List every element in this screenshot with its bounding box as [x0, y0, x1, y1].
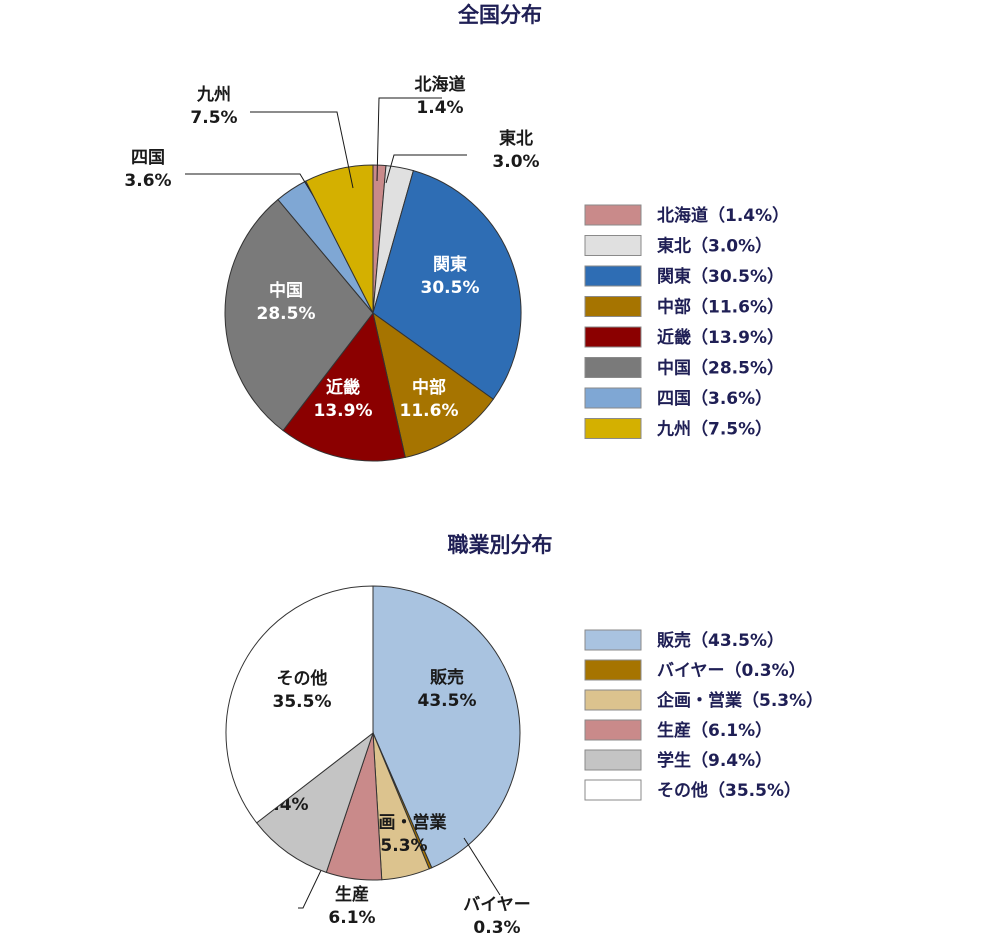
slice-value-label: 28.5% [257, 304, 316, 324]
leader-line [376, 97, 442, 182]
slice-name-label: 中部 [412, 377, 446, 398]
slice-name-label: 近畿 [326, 377, 360, 398]
legend-label: 近畿（13.9%） [657, 327, 784, 348]
slice-name-label: その他 [277, 668, 328, 689]
legend-label: 関東（30.5%） [657, 266, 784, 287]
slice-name-label: バイヤー [463, 895, 531, 915]
legend-regional: 北海道（1.4%） 東北（3.0%） 関東（30.5%） 中部（11.6%） 近畿（13… [584, 204, 789, 440]
legend-swatch [584, 629, 642, 651]
slice-value-label: 7.5% [190, 108, 237, 128]
leader-line [463, 837, 501, 896]
slice-value-label: 30.5% [421, 278, 480, 298]
slice-value-label: 6.1% [328, 908, 375, 928]
legend-swatch [584, 296, 642, 317]
slice-name-label: 九州 [196, 85, 231, 105]
legend-label: 東北（3.0%） [657, 236, 772, 257]
slice-value-label: 1.4% [416, 98, 463, 118]
slice-name-label: 四国 [131, 148, 165, 168]
slice-name-label: 関東 [433, 254, 467, 275]
pie-slice-5 [282, 311, 406, 462]
slice-name-label: 東北 [499, 128, 533, 149]
slice-value-label: 3.6% [124, 171, 171, 191]
pie-slice-8 [305, 164, 374, 314]
pie-slice-5 [255, 731, 374, 874]
pie-slice-3 [372, 170, 522, 400]
pie-chart-regional: 北海道 1.4% 東北 3.0% 関東 30.5% 中部 11.6% 近畿 13.9% 中国 28.5… [124, 74, 540, 462]
legend-label: 中国（28.5%） [657, 358, 784, 379]
legend-swatch [584, 719, 642, 741]
pie-slice-1 [372, 585, 521, 869]
legend-swatch [584, 779, 642, 801]
pie-slice-4 [372, 311, 494, 459]
legend-occupation: 販売（43.5%） バイヤー（0.3%） 企画・営業（5.3%） 生産（6.1%） 学生… [584, 629, 823, 801]
leader-line [385, 154, 467, 184]
legend-swatch [584, 204, 642, 226]
legend-label: その他（35.5%） [657, 780, 801, 801]
legend-swatch [584, 418, 642, 439]
legend-label: バイヤー（0.3%） [657, 660, 806, 681]
slice-name-label: 生産 [335, 884, 369, 905]
legend-swatch [584, 265, 642, 287]
slice-value-label: 0.3% [473, 918, 520, 938]
slice-name-label: 企画・営業 [361, 812, 447, 833]
legend-swatch [584, 689, 642, 711]
legend-label: 北海道（1.4%） [657, 205, 789, 226]
legend-swatch [584, 326, 642, 348]
pie-slice-6 [224, 198, 374, 432]
legend-label: 四国（3.6%） [657, 388, 772, 409]
pie-slice-6 [225, 585, 374, 824]
slice-name-label: 北海道 [415, 74, 466, 95]
legend-swatch [584, 387, 642, 409]
slice-value-label: 35.5% [273, 692, 332, 712]
slice-value-label: 13.9% [314, 401, 373, 421]
leader-line [250, 111, 354, 189]
slice-value-label: 5.3% [380, 836, 427, 856]
legend-label: 生産（6.1%） [657, 720, 772, 741]
slice-value-label: 43.5% [418, 691, 477, 711]
legend-label: 中部（11.6%） [657, 297, 784, 318]
chart1-title: 全国分布 [457, 3, 542, 27]
legend-label: 九州（7.5%） [656, 419, 772, 440]
slice-value-label: 11.6% [400, 401, 459, 421]
legend-swatch [584, 659, 642, 681]
legend-label: 学生（9.4%） [657, 750, 772, 771]
slice-value-label: 3.0% [492, 152, 539, 172]
slice-name-label: 販売 [430, 667, 464, 688]
legend-swatch [584, 357, 642, 378]
legend-swatch [584, 235, 642, 256]
legend-swatch [584, 749, 642, 771]
legend-label: 企画・営業（5.3%） [656, 690, 823, 711]
chart2-title: 職業別分布 [448, 533, 553, 557]
pie-chart-occupation: 販売43.5%バイヤー0.3%企画・営業5.3%生産6.1%学生9.4%その他3… [225, 585, 531, 938]
slice-name-label: 中国 [269, 280, 303, 301]
leader-line [298, 861, 326, 909]
legend-label: 販売（43.5%） [657, 630, 784, 651]
